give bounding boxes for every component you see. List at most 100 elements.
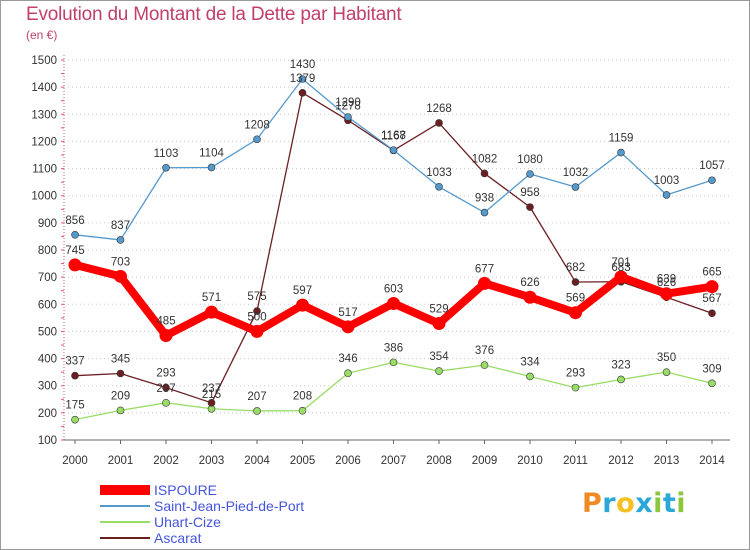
data-label: 1168	[381, 130, 406, 142]
data-label: 1208	[244, 119, 270, 131]
x-tick-label: 2012	[608, 455, 634, 467]
data-label: 1032	[563, 167, 589, 179]
data-label: 517	[338, 307, 357, 319]
data-label: 1278	[335, 100, 361, 112]
data-label: 485	[156, 316, 175, 328]
axes	[61, 55, 730, 444]
data-label: 323	[611, 359, 630, 371]
data-point	[116, 406, 125, 415]
data-point	[71, 415, 79, 424]
data-label: 1167	[381, 130, 406, 142]
y-tick-label: 1500	[31, 55, 57, 67]
data-label: 938	[475, 193, 494, 205]
x-tick-label: 2005	[290, 455, 316, 467]
data-label: 571	[202, 292, 221, 304]
data-label: 1379	[290, 73, 316, 85]
data-point	[162, 383, 170, 392]
data-point	[298, 75, 307, 83]
series-saint-jean-pied-de-port	[71, 75, 716, 244]
legend-swatch	[100, 505, 150, 507]
data-point	[617, 148, 625, 157]
data-point	[207, 163, 216, 172]
chart-subtitle: (en €)	[26, 28, 58, 42]
data-point	[296, 298, 309, 312]
data-label: 575	[247, 291, 266, 303]
data-point	[705, 280, 719, 294]
data-label: 337	[65, 356, 84, 368]
data-point	[344, 369, 352, 378]
data-label: 1290	[335, 97, 361, 109]
x-tick-label: 2007	[381, 455, 407, 467]
data-point	[614, 270, 628, 284]
x-tick-labels: 2000 2001 2002 2003 2004 2005 2006 2007 2008 2009…	[62, 455, 725, 467]
data-label: 677	[475, 263, 494, 275]
data-label: 665	[702, 267, 721, 279]
data-point	[253, 307, 261, 315]
data-label: 376	[475, 345, 494, 357]
data-point	[662, 368, 671, 376]
data-label: 603	[384, 283, 403, 295]
data-label: 703	[111, 256, 130, 268]
data-point	[71, 371, 79, 380]
logo-letter: i	[676, 488, 687, 519]
y-tick-label: 1400	[31, 82, 57, 94]
logo-letter: t	[662, 488, 677, 519]
legend-label: ISPOURE	[154, 482, 218, 498]
data-point	[344, 113, 352, 121]
proxiti-logo: Proxiti	[582, 488, 686, 519]
data-label: 237	[202, 383, 221, 395]
data-point	[389, 358, 398, 367]
data-label: 597	[293, 285, 312, 297]
y-tick-label: 900	[38, 218, 57, 230]
data-label: 293	[566, 368, 585, 380]
logo-letter: i	[653, 488, 663, 519]
data-point	[68, 258, 82, 272]
data-label: 1430	[290, 59, 316, 71]
chart-title: Evolution du Montant de la Dette par Hab…	[26, 4, 402, 25]
data-point	[478, 276, 491, 290]
data-point	[116, 369, 125, 378]
x-tick-label: 2001	[108, 455, 134, 467]
data-point	[435, 182, 443, 191]
data-point	[526, 372, 534, 381]
data-label: 207	[247, 391, 266, 403]
data-point	[432, 317, 446, 331]
data-label: 1080	[517, 154, 543, 166]
data-label: 354	[429, 351, 449, 363]
data-point	[435, 367, 443, 375]
x-tick-label: 2002	[153, 455, 179, 467]
logo-letter: o	[616, 488, 636, 519]
data-label: 683	[611, 262, 630, 274]
data-point	[571, 183, 580, 191]
data-point	[341, 320, 355, 334]
data-label: 500	[247, 311, 266, 323]
data-point	[617, 375, 625, 384]
data-point	[571, 383, 580, 392]
data-point	[162, 399, 170, 407]
data-label: 209	[111, 390, 130, 402]
data-label: 1033	[426, 167, 452, 179]
data-label: 215	[202, 389, 221, 401]
data-label: 1003	[654, 175, 680, 187]
x-tick-label: 2004	[244, 455, 270, 467]
data-point	[480, 361, 489, 369]
y-tick-labels: 100 200 300 400 500 600 700 800 900 1000 1100 1200 1…	[31, 55, 57, 447]
data-point	[523, 290, 537, 304]
data-point	[207, 399, 216, 407]
legend-label: Uhart-Cize	[154, 514, 221, 530]
y-tick-label: 500	[38, 326, 57, 338]
data-point	[162, 163, 170, 172]
series-uhart-cize	[71, 358, 716, 424]
x-tick-label: 2011	[563, 455, 588, 467]
data-label: 1268	[426, 103, 452, 115]
grid-lines	[64, 59, 730, 441]
data-point	[116, 236, 125, 244]
data-point	[253, 407, 261, 415]
data-label: 1103	[154, 148, 179, 160]
data-label: 350	[657, 352, 676, 364]
data-point	[571, 278, 580, 286]
data-label: 1159	[609, 133, 634, 145]
x-tick-label: 2000	[62, 455, 88, 467]
